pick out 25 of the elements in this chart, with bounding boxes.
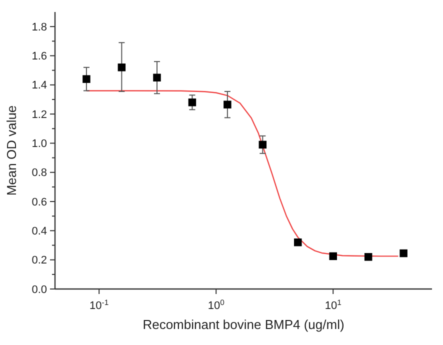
y-axis-title: Mean OD value — [4, 105, 19, 196]
y-tick-label: 0.0 — [32, 284, 47, 296]
point — [294, 238, 302, 246]
x-tick-label: 10$^{0}$ — [208, 298, 224, 312]
y-tick-label: 0.6 — [32, 196, 47, 208]
y-tick-label: 0.4 — [32, 226, 47, 238]
y-tick-label: 1.8 — [32, 21, 47, 34]
point — [329, 252, 337, 260]
x-axis-title: Recombinant bovine BMP4 (ug/ml) — [142, 317, 344, 332]
point — [153, 74, 161, 82]
y-tick-label: 1.4 — [32, 80, 47, 92]
point — [188, 98, 196, 106]
point — [364, 253, 372, 261]
y-tick-label: 1.2 — [32, 108, 47, 121]
x-tick-label: 10$^{-1}$ — [90, 298, 109, 312]
point — [400, 249, 408, 258]
point — [224, 100, 232, 108]
y-tick-label: 1.0 — [32, 138, 47, 150]
point — [118, 64, 126, 72]
x-tick-label: 10$^{1}$ — [324, 298, 342, 312]
y-tick-label: 0.8 — [32, 167, 47, 180]
point — [82, 75, 90, 83]
point — [258, 140, 267, 149]
y-tick-label: 1.6 — [32, 50, 47, 63]
y-tick-label: 0.2 — [32, 254, 47, 267]
